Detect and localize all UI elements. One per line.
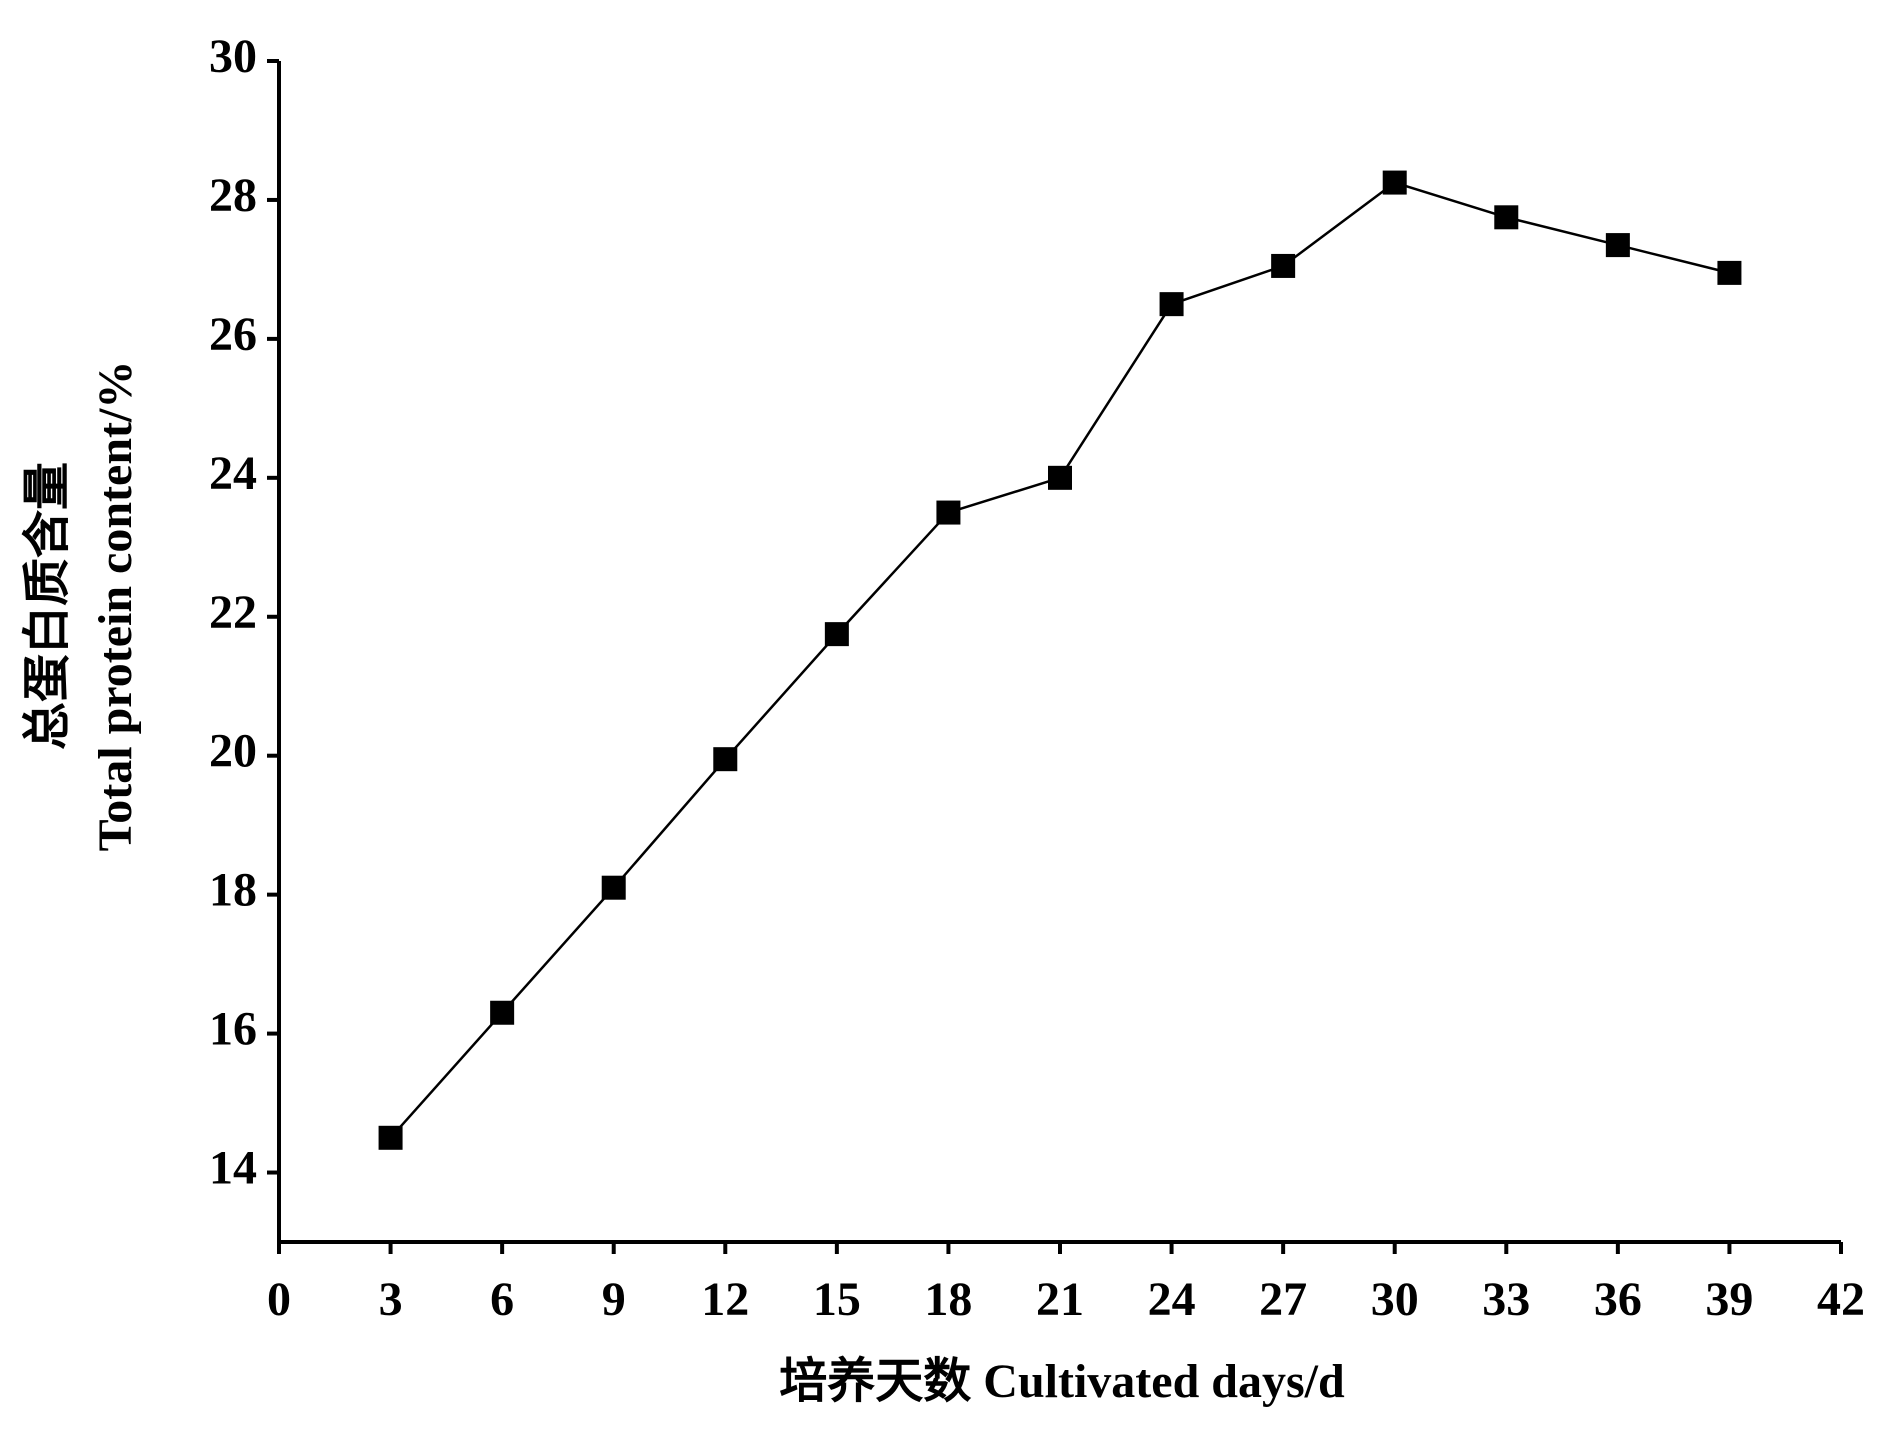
marker (1605, 233, 1630, 258)
x-tick-label: 24 (1148, 1273, 1196, 1326)
x-tick-label: 33 (1482, 1273, 1530, 1326)
x-tick-label: 36 (1594, 1273, 1642, 1326)
y-axis-label: 总蛋白质含量 (21, 462, 74, 750)
x-axis-label: 培养天数 Cultivated days/d (779, 1355, 1345, 1408)
x-tick-label: 39 (1705, 1273, 1753, 1326)
marker (1271, 253, 1296, 278)
marker (490, 1000, 515, 1025)
x-tick-label: 0 (267, 1273, 291, 1326)
marker (1494, 205, 1519, 230)
y-tick-label: 28 (209, 169, 257, 222)
series-line (389, 181, 1730, 1139)
x-tick-label: 12 (701, 1273, 749, 1326)
marker (824, 622, 849, 647)
marker (713, 747, 738, 772)
y-tick-label: 20 (209, 725, 257, 778)
x-tick-label: 42 (1817, 1273, 1865, 1326)
x-tick-label: 21 (1036, 1273, 1084, 1326)
x-tick-label: 27 (1259, 1273, 1307, 1326)
x-tick-label: 15 (813, 1273, 861, 1326)
y-tick-label: 26 (209, 308, 257, 361)
marker (601, 875, 626, 900)
x-tick-label: 18 (924, 1273, 972, 1326)
x-tick-label: 6 (490, 1273, 514, 1326)
x-tick-label: 3 (379, 1273, 403, 1326)
marker (1048, 465, 1072, 490)
marker (378, 1125, 403, 1150)
marker (936, 500, 961, 525)
marker (1159, 292, 1184, 317)
y-tick-label: 14 (209, 1142, 257, 1195)
y-tick-label: 24 (209, 447, 257, 500)
y-tick-label: 18 (209, 864, 257, 917)
y-axis-label: Total protein content/% (89, 361, 142, 852)
x-tick-label: 9 (602, 1273, 626, 1326)
y-tick-label: 16 (209, 1003, 257, 1056)
marker (1717, 260, 1742, 285)
marker (1382, 170, 1407, 195)
y-tick-label: 30 (209, 30, 257, 83)
x-tick-label: 30 (1371, 1273, 1419, 1326)
y-tick-label: 22 (209, 586, 257, 639)
